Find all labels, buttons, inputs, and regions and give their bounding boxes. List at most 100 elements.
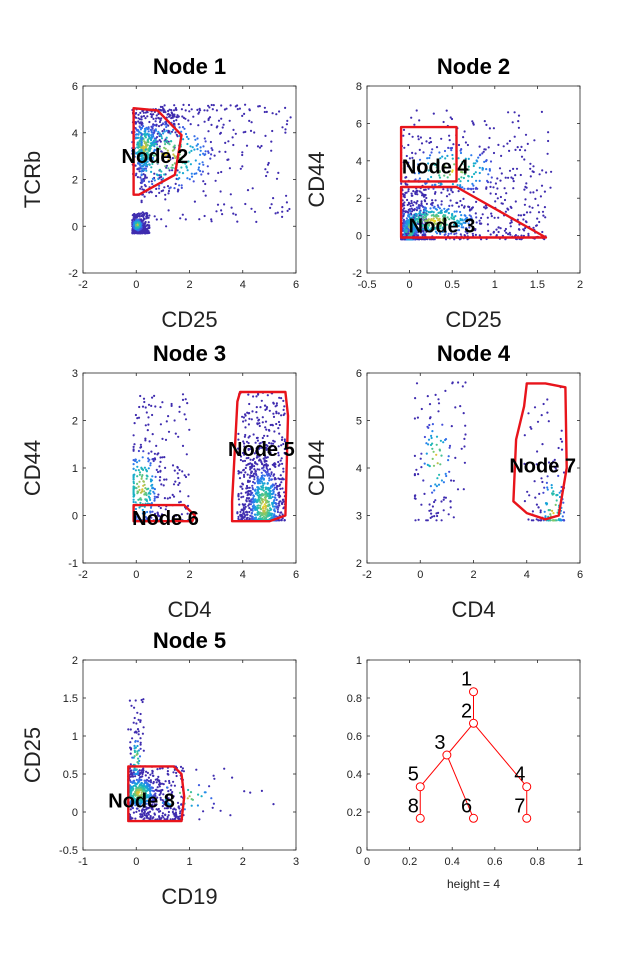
scatter-point: [259, 501, 262, 504]
scatter-point: [471, 120, 474, 123]
scatter-point: [246, 513, 249, 516]
scatter-point: [529, 191, 532, 194]
scatter-point: [134, 221, 138, 224]
scatter-point: [208, 106, 211, 109]
scatter-point: [264, 426, 267, 429]
x-tick-label: -2: [78, 569, 88, 581]
scatter-point: [177, 123, 180, 126]
scatter-point: [201, 170, 204, 173]
scatter-point: [276, 510, 279, 514]
scatter-point: [143, 483, 146, 486]
y-tick-label: -1: [68, 558, 78, 570]
scatter-point: [228, 167, 231, 170]
scatter-point: [136, 142, 139, 145]
scatter-point: [257, 105, 260, 108]
scatter-point: [158, 145, 161, 148]
scatter-point: [229, 193, 232, 196]
scatter-point: [541, 443, 544, 446]
scatter-point: [170, 166, 173, 169]
scatter-point: [286, 119, 289, 122]
scatter-point: [196, 148, 199, 151]
scatter-point: [140, 475, 143, 478]
scatter-point: [435, 519, 438, 522]
scatter-point: [135, 461, 139, 464]
scatter-point: [461, 385, 464, 388]
scatter-point: [498, 167, 502, 170]
scatter-point: [145, 477, 148, 480]
scatter-point: [160, 170, 163, 173]
scatter-point: [241, 508, 244, 511]
scatter-point: [487, 146, 490, 149]
x-tick-label: 4: [524, 569, 530, 581]
scatter-point: [143, 400, 146, 404]
scatter-point: [156, 146, 159, 149]
scatter-point: [259, 504, 262, 507]
scatter-point: [528, 494, 531, 497]
scatter-point: [253, 210, 257, 213]
scatter-point: [267, 161, 270, 165]
scatter-point: [408, 202, 411, 205]
scatter-point: [190, 175, 194, 178]
scatter-point: [249, 508, 252, 511]
scatter-point: [559, 519, 563, 522]
scatter-point: [176, 801, 180, 805]
scatter-point: [265, 511, 268, 514]
scatter-point: [431, 447, 434, 450]
scatter-point: [538, 492, 541, 495]
scatter-point: [143, 195, 146, 198]
scatter-point: [151, 433, 154, 436]
scatter-point: [155, 781, 158, 784]
scatter-point: [248, 417, 251, 420]
scatter-point: [273, 473, 276, 476]
scatter-point: [426, 395, 429, 398]
scatter-point: [140, 178, 143, 181]
scatter-point: [138, 769, 141, 772]
scatter-point: [148, 120, 151, 124]
scatter-point: [429, 207, 432, 210]
scatter-point: [253, 478, 256, 481]
scatter-point: [523, 500, 527, 503]
scatter-point: [547, 509, 550, 512]
scatter-point: [248, 493, 251, 496]
scatter-point: [282, 413, 285, 417]
scatter-point: [420, 202, 423, 205]
scatter-point: [542, 402, 545, 406]
scatter-point: [405, 217, 408, 220]
scatter-point: [472, 187, 475, 190]
scatter-point: [457, 143, 461, 147]
scatter-point: [195, 172, 198, 175]
scatter-point: [178, 468, 181, 472]
scatter-point: [417, 138, 420, 141]
scatter-point: [147, 423, 150, 426]
scatter-point: [177, 483, 180, 486]
scatter-point: [417, 518, 420, 521]
scatter-point: [429, 137, 432, 140]
scatter-point: [148, 191, 151, 194]
scatter-point: [135, 487, 138, 490]
scatter-point: [176, 114, 179, 117]
scatter-point: [275, 113, 278, 116]
scatter-point: [246, 486, 249, 490]
scatter-point: [139, 230, 142, 233]
scatter-point: [265, 486, 268, 489]
scatter-point: [145, 141, 148, 144]
scatter-point: [142, 169, 146, 172]
scatter-point: [273, 508, 276, 511]
scatter-point: [164, 438, 168, 441]
scatter-point: [239, 510, 242, 513]
scatter-point: [144, 174, 147, 177]
scatter-point: [472, 162, 475, 165]
scatter-point: [451, 204, 454, 207]
scatter-point: [245, 517, 248, 520]
scatter-point: [282, 408, 285, 411]
scatter-point: [250, 511, 254, 515]
scatter-point: [253, 131, 256, 134]
scatter-point: [463, 461, 466, 464]
scatter-point: [145, 212, 149, 215]
scatter-point: [474, 171, 477, 174]
scatter-point: [265, 407, 268, 410]
scatter-point: [415, 109, 418, 112]
scatter-point: [432, 112, 435, 115]
scatter-point: [533, 480, 536, 483]
scatter-point: [242, 473, 246, 477]
